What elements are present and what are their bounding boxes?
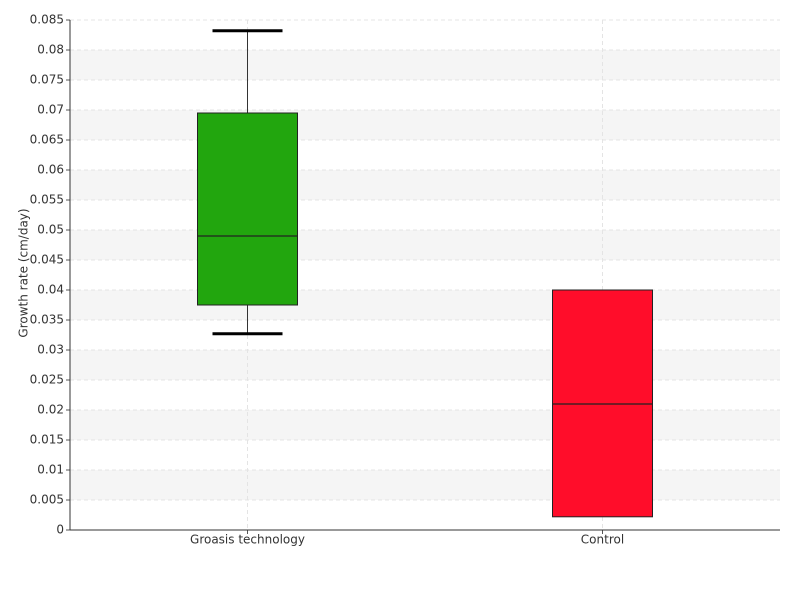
y-tick-label: 0.045 bbox=[30, 253, 64, 267]
y-axis-label: Growth rate (cm/day) bbox=[17, 208, 31, 337]
grid-band bbox=[70, 410, 780, 440]
y-tick-label: 0.055 bbox=[30, 193, 64, 207]
y-tick-label: 0.035 bbox=[30, 313, 64, 327]
y-tick-label: 0.04 bbox=[37, 283, 64, 297]
y-tick-label: 0.065 bbox=[30, 133, 64, 147]
y-tick-label: 0 bbox=[56, 523, 64, 537]
y-tick-label: 0.06 bbox=[37, 163, 64, 177]
grid-band bbox=[70, 290, 780, 320]
grid-band bbox=[70, 470, 780, 500]
y-tick-label: 0.07 bbox=[37, 103, 64, 117]
y-tick-label: 0.05 bbox=[37, 223, 64, 237]
y-tick-label: 0.08 bbox=[37, 43, 64, 57]
y-tick-label: 0.015 bbox=[30, 433, 64, 447]
y-tick-label: 0.03 bbox=[37, 343, 64, 357]
x-tick-label: Groasis technology bbox=[190, 533, 305, 547]
grid-band bbox=[70, 110, 780, 140]
box bbox=[197, 112, 298, 306]
grid-band bbox=[70, 50, 780, 80]
grid-band bbox=[70, 170, 780, 200]
grid-band bbox=[70, 230, 780, 260]
y-tick-label: 0.005 bbox=[30, 493, 64, 507]
y-tick-label: 0.075 bbox=[30, 73, 64, 87]
y-tick-label: 0.085 bbox=[30, 13, 64, 27]
y-tick-label: 0.025 bbox=[30, 373, 64, 387]
grid-band bbox=[70, 350, 780, 380]
y-tick-label: 0.01 bbox=[37, 463, 64, 477]
x-tick-label: Control bbox=[581, 533, 624, 547]
y-tick-label: 0.02 bbox=[37, 403, 64, 417]
